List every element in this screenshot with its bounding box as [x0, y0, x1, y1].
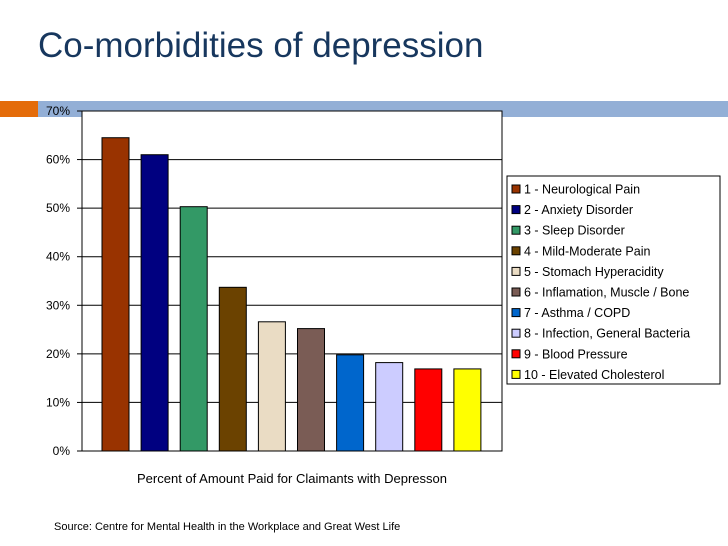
legend-swatch-3 [511, 225, 521, 235]
y-tick-label: 0% [53, 444, 71, 458]
legend-label-6: 6 - Inflamation, Muscle / Bone [524, 286, 689, 300]
bar-10 [453, 368, 482, 452]
y-tick-label: 50% [46, 201, 70, 215]
legend-label-1: 1 - Neurological Pain [524, 183, 640, 197]
legend-swatch-10 [511, 369, 521, 379]
bar-2 [140, 154, 169, 452]
legend-swatch-5 [511, 266, 521, 276]
title-accent-bar-orange [0, 101, 38, 117]
bar-5 [257, 321, 286, 452]
legend-swatch-2 [511, 205, 521, 215]
y-tick-label: 40% [46, 250, 70, 264]
legend-label-4: 4 - Mild-Moderate Pain [524, 244, 650, 258]
x-axis-label: Percent of Amount Paid for Claimants wit… [137, 471, 447, 486]
bar-1 [101, 137, 130, 452]
legend-label-3: 3 - Sleep Disorder [524, 224, 625, 238]
legend-label-8: 8 - Infection, General Bacteria [524, 327, 690, 341]
legend-label-7: 7 - Asthma / COPD [524, 306, 630, 320]
legend-swatch-8 [511, 328, 521, 338]
legend-swatch-9 [511, 349, 521, 359]
legend-swatch-1 [511, 184, 521, 194]
legend-label-2: 2 - Anxiety Disorder [524, 203, 633, 217]
bar-3 [179, 206, 208, 452]
y-tick-label: 20% [46, 347, 70, 361]
legend-label-5: 5 - Stomach Hyperacidity [524, 265, 664, 279]
bar-6 [297, 328, 325, 452]
legend-box [506, 175, 721, 385]
y-tick-label: 70% [46, 104, 70, 118]
y-tick-label: 10% [46, 395, 70, 409]
y-tick-label: 30% [46, 298, 70, 312]
legend-label-10: 10 - Elevated Cholesterol [524, 368, 664, 382]
bar-8 [375, 362, 404, 452]
bar-9 [414, 368, 443, 452]
legend-label-9: 9 - Blood Pressure [524, 347, 628, 361]
bar-4 [218, 286, 247, 452]
legend-swatch-7 [511, 308, 521, 318]
source-note: Source: Centre for Mental Health in the … [54, 521, 401, 533]
bar-7 [336, 354, 365, 452]
legend-swatch-4 [511, 246, 521, 256]
legend-swatch-6 [511, 287, 521, 297]
slide-title: Co-morbidities of depression [38, 26, 484, 65]
y-tick-label: 60% [46, 153, 70, 167]
